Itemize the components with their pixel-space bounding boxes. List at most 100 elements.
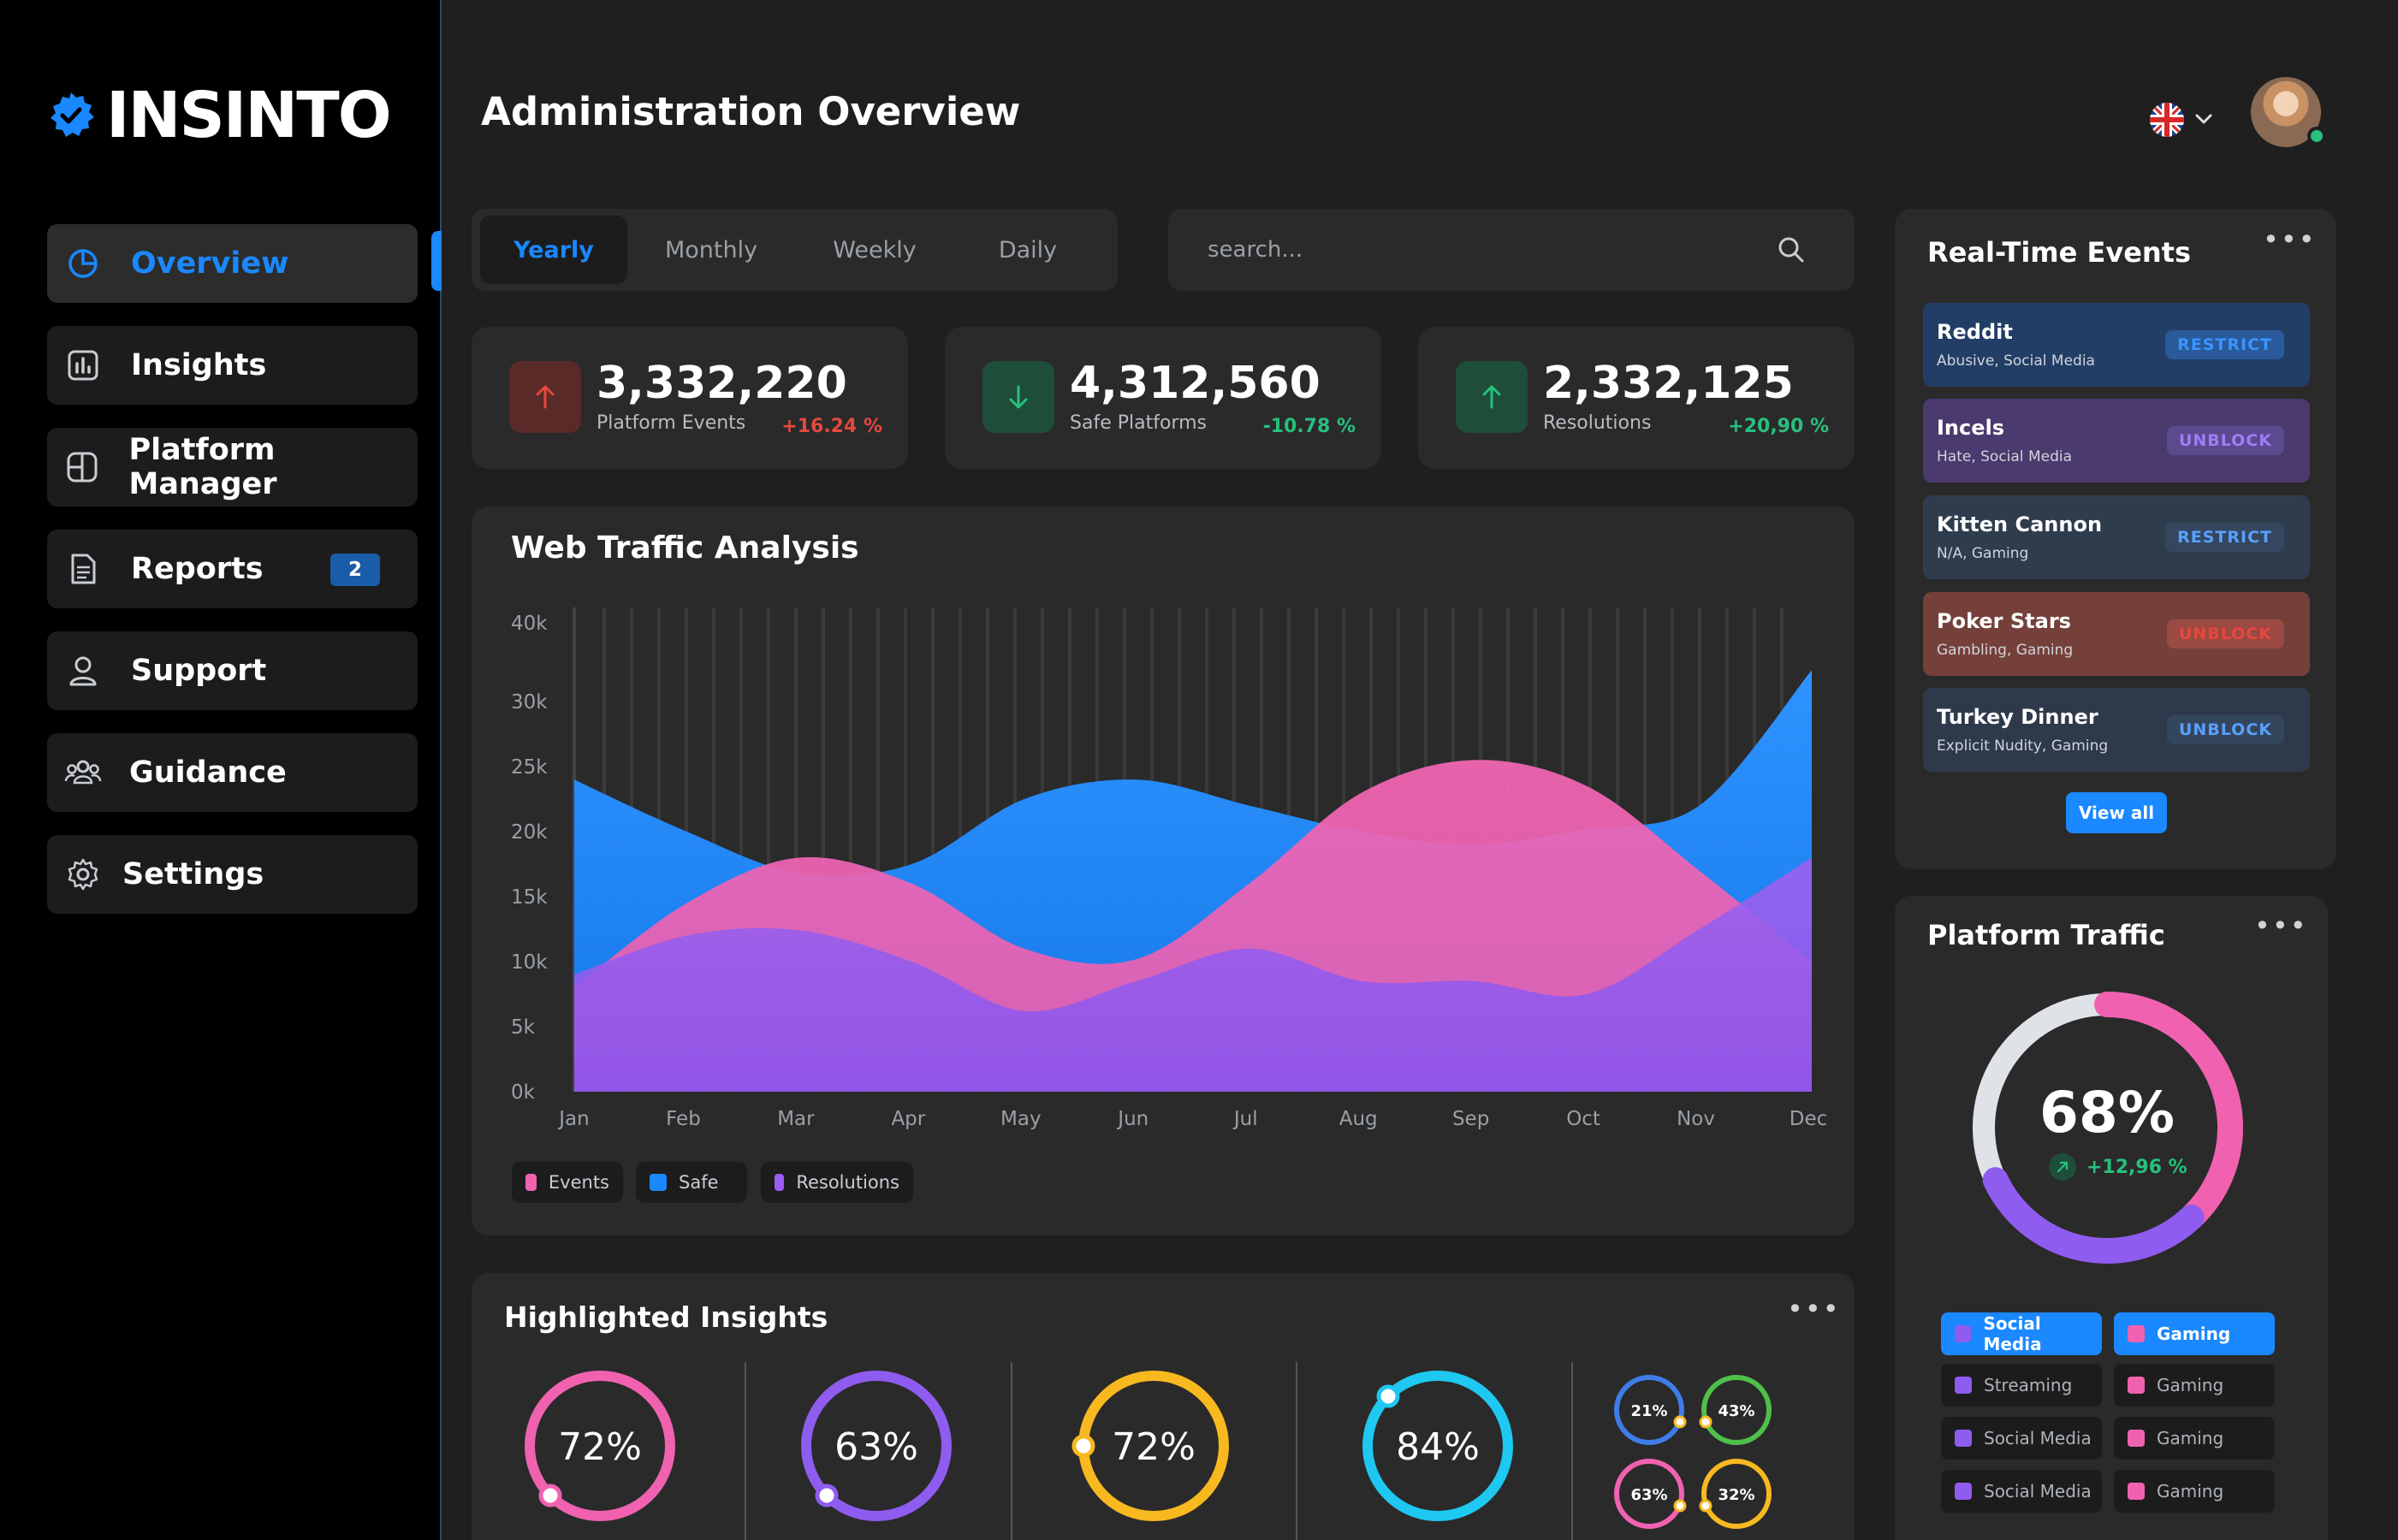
more-options-icon[interactable]: ••• — [2263, 223, 2317, 256]
divider — [745, 1362, 746, 1540]
event-row-poker-stars[interactable]: Poker Stars Gambling, Gaming UNBLOCK — [1923, 592, 2310, 676]
legend-swatch — [525, 1174, 537, 1191]
tab-daily[interactable]: Daily — [998, 236, 1058, 264]
sidebar-item-guidance[interactable]: Guidance — [47, 733, 418, 812]
event-tags: Abusive, Social Media — [1937, 352, 2095, 370]
chip-label: Gaming — [2157, 1428, 2224, 1448]
sidebar-item-insights[interactable]: Insights — [47, 326, 418, 405]
traffic-change: +12,96 % — [2049, 1153, 2187, 1181]
trend-up-icon — [2049, 1153, 2076, 1181]
traffic-filter-chip[interactable]: Social Media — [1941, 1417, 2102, 1460]
event-row-reddit[interactable]: Reddit Abusive, Social Media RESTRICT — [1923, 303, 2310, 387]
search-input[interactable] — [1208, 229, 1755, 270]
sidebar-item-platform-manager[interactable]: Platform Manager — [47, 428, 418, 506]
ring-arc — [1701, 1375, 1772, 1445]
insight-ring[interactable]: 72% — [525, 1371, 675, 1521]
donut-segment-gaming[interactable] — [1971, 992, 2243, 1264]
sidebar-item-support[interactable]: Support — [47, 631, 418, 710]
restrict-button[interactable]: RESTRICT — [2165, 523, 2284, 552]
legend-item-resolutions[interactable]: Resolutions — [761, 1162, 913, 1203]
tab-monthly[interactable]: Monthly — [664, 236, 758, 264]
view-all-button[interactable]: View all — [2066, 792, 2167, 833]
donut-segment-social-media[interactable] — [1962, 982, 2253, 1273]
x-tick-label: Dec — [1790, 1108, 1828, 1130]
traffic-filter-chip[interactable]: Social Media — [1941, 1470, 2102, 1513]
mini-insight-ring[interactable]: 63% — [1614, 1459, 1687, 1529]
traffic-filter-chip[interactable]: Gaming — [2114, 1312, 2275, 1355]
x-tick-label: Nov — [1677, 1108, 1715, 1130]
x-tick-label: Aug — [1339, 1108, 1378, 1130]
sidebar-item-label: Platform Manager — [128, 433, 277, 501]
insight-rings: 72% 63% 72% 84% 21% 43% 63% 32% — [525, 1371, 1772, 1529]
insights-title: Highlighted Insights — [504, 1300, 828, 1334]
layout-icon — [62, 447, 101, 488]
unblock-button[interactable]: UNBLOCK — [2166, 715, 2284, 744]
restrict-button[interactable]: RESTRICT — [2165, 330, 2284, 359]
mini-insight-ring[interactable]: 21% — [1614, 1375, 1687, 1445]
legend-swatch — [775, 1174, 785, 1191]
insight-ring[interactable]: 84% — [1362, 1371, 1513, 1521]
traffic-filter-chip[interactable]: Social Media — [1941, 1312, 2102, 1355]
y-tick-label: 5k — [511, 1016, 536, 1039]
unblock-button[interactable]: UNBLOCK — [2166, 619, 2284, 649]
insight-ring[interactable]: 72% — [1071, 1371, 1229, 1521]
sidebar-item-settings[interactable]: Settings — [47, 835, 418, 914]
area-series-resolutions[interactable] — [574, 857, 1812, 1092]
event-row-kitten-cannon[interactable]: Kitten Cannon N/A, Gaming RESTRICT — [1923, 495, 2310, 579]
stat-card-resolutions[interactable]: 2,332,125 Resolutions +20,90 % — [1418, 327, 1855, 469]
ring-value: 43% — [1718, 1402, 1754, 1420]
chip-swatch — [2128, 1325, 2145, 1342]
logo[interactable]: INSINTO — [46, 84, 392, 147]
legend-item-events[interactable]: Events — [512, 1162, 623, 1203]
unblock-button[interactable]: UNBLOCK — [2166, 426, 2284, 455]
mini-insight-ring[interactable]: 43% — [1699, 1375, 1772, 1445]
chip-label: Gaming — [2157, 1375, 2224, 1395]
traffic-filter-chip[interactable]: Gaming — [2114, 1364, 2275, 1407]
period-tabs: Yearly Monthly Weekly Daily — [472, 209, 1118, 291]
realtime-title: Real-Time Events — [1927, 236, 2192, 269]
ring-handle — [815, 1484, 839, 1507]
traffic-filter-chip[interactable]: Gaming — [2114, 1417, 2275, 1460]
chevron-down-icon[interactable] — [2193, 108, 2215, 130]
traffic-filter-chip[interactable]: Streaming — [1941, 1364, 2102, 1407]
x-tick-label: Sep — [1452, 1108, 1489, 1130]
active-nav-marker — [431, 231, 442, 291]
y-tick-label: 0k — [511, 1081, 536, 1104]
y-tick-label: 40k — [511, 613, 548, 635]
event-name: Turkey Dinner — [1937, 705, 2098, 729]
traffic-filter-chip[interactable]: Gaming — [2114, 1470, 2275, 1513]
event-row-incels[interactable]: Incels Hate, Social Media UNBLOCK — [1923, 399, 2310, 483]
x-tick-label: Mar — [777, 1108, 815, 1130]
more-options-icon[interactable]: ••• — [2254, 909, 2308, 942]
legend-item-safe[interactable]: Safe — [636, 1162, 747, 1203]
event-tags: N/A, Gaming — [1937, 545, 2029, 562]
chip-swatch — [2128, 1377, 2145, 1394]
stat-card-platform-events[interactable]: 3,332,220 Platform Events +16.24 % — [472, 327, 908, 469]
document-icon — [62, 548, 104, 589]
sidebar-item-label: Support — [131, 654, 267, 688]
y-tick-label: 25k — [511, 756, 548, 779]
tab-weekly[interactable]: Weekly — [833, 236, 917, 264]
stat-label: Platform Events — [597, 412, 746, 434]
mini-insight-ring[interactable]: 32% — [1699, 1459, 1772, 1529]
sidebar-item-overview[interactable]: Overview — [47, 224, 418, 303]
arrow-down-icon — [982, 361, 1054, 433]
tab-yearly[interactable]: Yearly — [480, 216, 627, 284]
ring-arc — [1614, 1375, 1684, 1445]
more-options-icon[interactable]: ••• — [1787, 1293, 1841, 1325]
chip-label: Gaming — [2157, 1481, 2224, 1502]
insight-ring[interactable]: 63% — [801, 1371, 952, 1521]
search-icon[interactable] — [1776, 234, 1807, 265]
platform-traffic-donut — [1962, 982, 2253, 1273]
stat-card-safe-platforms[interactable]: 4,312,560 Safe Platforms -10.78 % — [945, 327, 1381, 469]
traffic-change-value: +12,96 % — [2086, 1156, 2187, 1178]
ring-handle — [1376, 1384, 1400, 1408]
event-row-turkey-dinner[interactable]: Turkey Dinner Explicit Nudity, Gaming UNBL… — [1923, 688, 2310, 772]
legend-label: Resolutions — [796, 1172, 899, 1193]
y-tick-label: 30k — [511, 691, 548, 714]
x-tick-label: Jun — [1116, 1108, 1149, 1130]
stat-value: 2,332,125 — [1543, 358, 1794, 409]
stat-change: +16.24 % — [781, 416, 882, 437]
uk-flag-icon[interactable] — [2150, 103, 2184, 137]
sidebar-item-reports[interactable]: Reports 2 — [47, 530, 418, 608]
